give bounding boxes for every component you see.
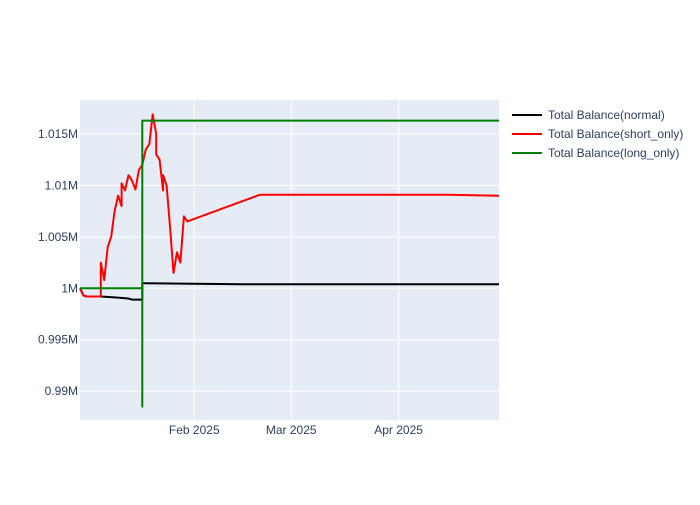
legend-label: Total Balance(short_only) [548, 127, 683, 141]
legend-label: Total Balance(normal) [548, 108, 665, 122]
x-axis-tick-labels: Feb 2025 Mar 2025 Apr 2025 [169, 423, 423, 437]
legend-item[interactable]: Total Balance(short_only) [512, 127, 683, 141]
series-lines [79, 113, 500, 408]
series-line-2 [80, 119, 499, 408]
y-axis-tick-labels: 0.99M 0.995M 1M 1.005M 1.01M 1.015M [38, 127, 78, 398]
y-tick-label: 0.99M [45, 384, 78, 398]
legend-label: Total Balance(long_only) [548, 146, 679, 160]
x-tick-label: Feb 2025 [169, 423, 220, 437]
legend-item[interactable]: Total Balance(normal) [512, 108, 665, 122]
legend-item[interactable]: Total Balance(long_only) [512, 146, 679, 160]
legend[interactable]: Total Balance(normal) Total Balance(short… [512, 108, 683, 160]
plot-background [80, 100, 499, 420]
y-tick-label: 0.995M [38, 333, 78, 347]
x-tick-label: Mar 2025 [266, 423, 317, 437]
y-tick-label: 1M [61, 281, 78, 295]
grid-lines [80, 100, 499, 420]
x-tick-label: Apr 2025 [374, 423, 423, 437]
y-tick-label: 1.01M [45, 178, 78, 192]
y-tick-label: 1.015M [38, 127, 78, 141]
series-line-1 [79, 113, 500, 298]
y-tick-label: 1.005M [38, 230, 78, 244]
